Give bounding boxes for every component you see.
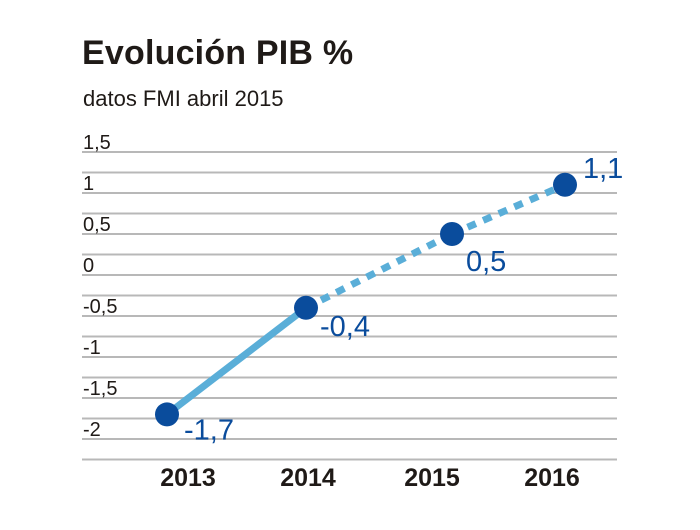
data-label: -1,7 <box>184 414 234 446</box>
y-tick-label: 0 <box>83 255 94 277</box>
y-tick-label: -1 <box>83 337 101 359</box>
data-point <box>553 172 577 197</box>
y-axis-ticks: 1,5 1 0,5 0 -0,5 -1 -1,5 -2 <box>83 132 117 441</box>
gridlines <box>82 151 617 461</box>
series-segment-forecast <box>450 181 567 238</box>
data-label: 0,5 <box>466 246 506 278</box>
series-segment-actual <box>163 304 310 418</box>
data-point <box>155 402 179 427</box>
y-tick-label: -0,5 <box>83 296 117 318</box>
x-tick-label: 2014 <box>280 464 336 492</box>
data-label: -0,4 <box>320 311 370 343</box>
x-tick-label: 2016 <box>524 464 580 492</box>
series-lines <box>163 181 567 418</box>
x-axis-ticks: 2013 2014 2015 2016 <box>160 464 580 492</box>
y-tick-label: 1,5 <box>83 132 111 154</box>
data-point <box>440 222 464 246</box>
data-markers <box>155 172 577 427</box>
x-tick-label: 2013 <box>160 464 216 492</box>
chart-title: Evolución PIB % <box>82 34 354 72</box>
x-tick-label: 2015 <box>404 464 460 492</box>
series-segment-forecast <box>304 230 454 311</box>
data-label: 1,1 <box>583 153 623 185</box>
chart-subtitle: datos FMI abril 2015 <box>83 86 284 111</box>
y-tick-label: 0,5 <box>83 214 111 236</box>
data-labels: -1,7 -0,4 0,5 1,1 <box>184 153 623 447</box>
y-tick-label: -1,5 <box>83 378 117 400</box>
y-tick-label: 1 <box>83 173 94 195</box>
y-tick-label: -2 <box>83 419 101 441</box>
data-point <box>294 295 318 320</box>
